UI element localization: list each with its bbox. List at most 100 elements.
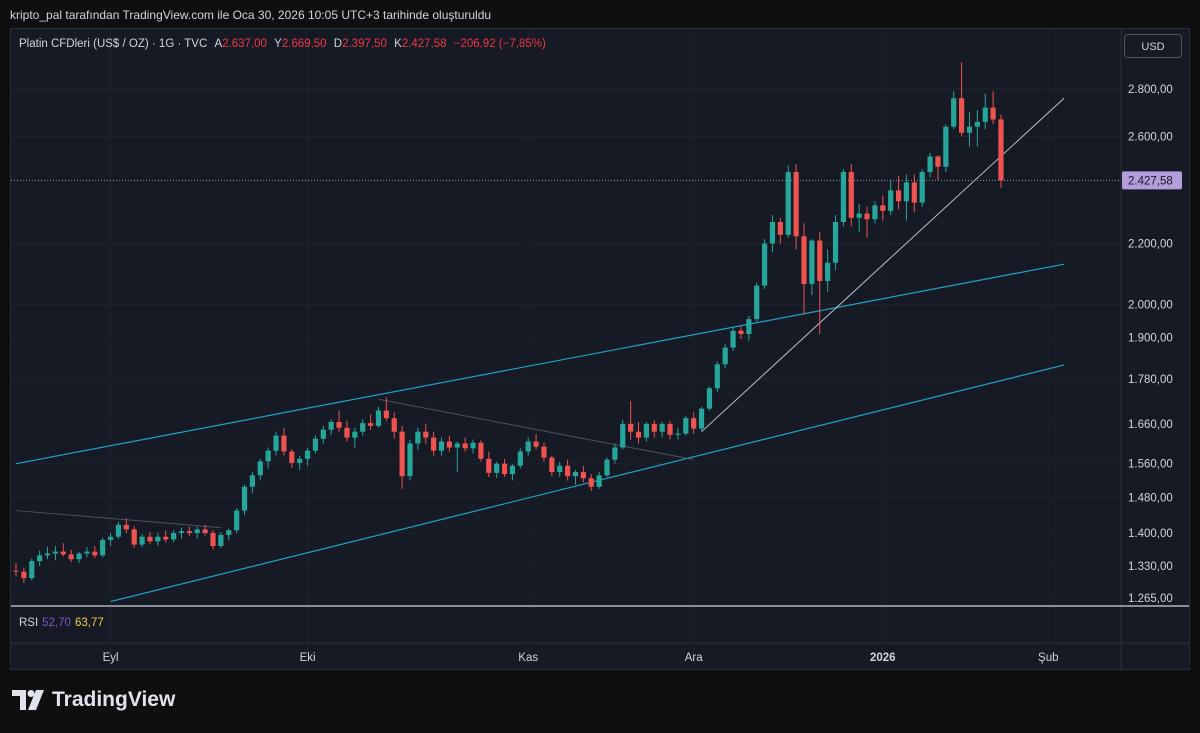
candle-body [706,388,713,409]
rsi-value: 52,70 [42,617,71,629]
ohlc-legend: Platin CFDleri (US$ / OZ) · 1G · TVC A2.… [19,38,546,50]
candle-body [186,531,192,534]
brand-name: TradingView [52,688,176,711]
channel-lower-line [110,364,1065,603]
symbol-title[interactable]: Platin CFDleri (US$ / OZ) · 1G · TVC [19,38,208,50]
y-tick-label: 1.660,00 [1128,419,1173,431]
candle-body [84,551,90,554]
candle-body [533,441,539,447]
y-tick-label: 1.480,00 [1128,492,1173,504]
candle-body [596,475,602,487]
candle-body [927,156,933,172]
candle-body [832,222,839,263]
candle-body [360,423,366,432]
rsi-ma-value: 63,77 [74,617,104,629]
x-tick-label: Eyl [103,652,119,664]
y-tick-label: 1.400,00 [1128,528,1173,540]
candle-body [312,438,319,451]
candle-body [809,240,815,285]
x-tick-label: Şub [1038,652,1058,664]
x-tick-label: Eki [300,652,316,664]
candle-body [501,463,508,475]
candle-body [651,423,657,432]
open-value: 2.637,00 [222,38,267,50]
candle-body [635,431,642,438]
candle-body [643,423,649,438]
candle-body [517,451,523,466]
candle-body [344,427,350,438]
candle-body [895,190,902,202]
candle-body [888,190,894,211]
candle-body [698,408,705,429]
y-tick-label: 2.200,00 [1128,238,1173,250]
candle-body [423,431,429,438]
change-value: −206,92 (−7,85%) [453,38,546,50]
candle-body [115,524,122,537]
candle-body [37,555,43,562]
candle-body [265,450,271,462]
resistance-line [378,398,694,461]
candle-body [880,205,886,211]
chart-frame [10,28,1190,670]
candle-body [210,533,216,546]
candle-body [817,240,823,281]
candle-body [171,533,177,540]
candle-body [580,471,586,479]
candle-body [375,410,382,426]
candle-body [801,236,807,285]
candle-body [494,463,500,473]
candle-body [509,465,516,475]
candle-body [541,446,547,458]
candle-body [943,126,949,167]
candle-body [368,423,374,426]
candle-body [147,536,153,542]
candle-body [304,450,311,459]
tradingview-logo: TradingView [12,688,175,712]
candle-body [990,107,996,120]
candle-body [935,156,941,167]
y-tick-label: 1.265,00 [1128,593,1173,605]
trendline-line [701,97,1065,433]
y-tick-label: 1.330,00 [1128,561,1173,573]
candle-body [60,551,66,555]
candle-body [44,553,51,556]
currency-button[interactable]: USD [1124,34,1182,58]
candle-body [478,442,484,459]
candle-body [131,529,137,545]
candle-body [391,418,397,432]
candle-body [856,213,862,218]
candle-body [982,107,988,122]
rsi-label[interactable]: RSI [19,617,39,629]
plot-area [13,62,1065,603]
candle-body [588,478,594,487]
x-tick-label: Kas [518,652,538,664]
candle-body [998,119,1004,181]
x-tick-label: 2026 [870,652,896,664]
candle-body [100,539,106,556]
candle-body [525,441,531,452]
candle-body [52,551,58,554]
candle-body [769,222,776,244]
candle-body [328,421,334,430]
y-tick-label: 1.560,00 [1128,459,1173,471]
candle-body [604,459,610,476]
candle-body [68,554,74,560]
candle-body [438,441,445,451]
candle-body [966,126,973,133]
candle-body [675,433,681,435]
candle-body [620,423,626,448]
candle-body [730,330,736,348]
y-tick-label: 2.800,00 [1128,84,1173,96]
close-label: K [394,38,402,50]
candle-body [431,437,437,451]
y-tick-label: 1.780,00 [1128,374,1173,386]
candle-body [565,465,571,477]
candle-body [249,475,255,487]
candle-body [273,435,279,451]
candle-body [486,458,492,473]
candle-body [683,418,689,434]
candle-body [462,443,468,449]
candle-body [840,171,846,223]
candle-body [446,441,452,448]
